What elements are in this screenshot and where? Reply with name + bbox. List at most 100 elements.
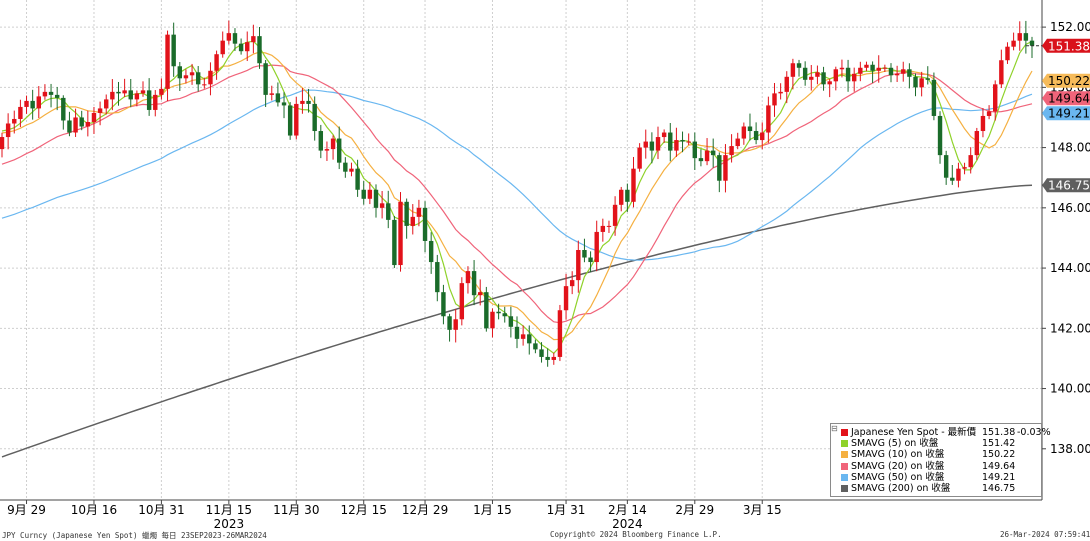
candle <box>778 83 783 100</box>
candle <box>1029 36 1035 58</box>
candle-body <box>661 132 667 138</box>
candle <box>514 316 520 349</box>
candle-body <box>373 189 379 208</box>
candle-body <box>306 100 311 104</box>
candle-body <box>631 168 636 202</box>
legend-change-value: -0.03% <box>1017 427 1051 438</box>
candle-body <box>668 132 673 151</box>
candle-body <box>655 137 661 151</box>
candle <box>649 132 655 164</box>
legend-series-value: 149.64 <box>982 460 1016 472</box>
candle-body <box>392 219 397 266</box>
sma-50-tag: 149.21 <box>1042 106 1090 121</box>
candle <box>343 157 348 178</box>
candle <box>631 156 636 208</box>
candle <box>551 352 556 365</box>
candle <box>435 254 440 302</box>
candle-body <box>950 177 955 181</box>
candle-body <box>471 271 477 296</box>
legend-series-name: SMAVG (50) on 收盤 <box>851 471 945 483</box>
sma-10-tag: 150.22 <box>1042 73 1090 88</box>
candle-body <box>48 91 54 95</box>
candle <box>153 90 158 117</box>
candle-body <box>674 140 679 151</box>
candle-body <box>398 201 403 266</box>
candle-body <box>232 33 238 44</box>
candle <box>379 190 385 219</box>
candle <box>73 108 78 137</box>
candle-body <box>790 63 796 77</box>
candle <box>67 111 72 137</box>
candle <box>171 22 176 77</box>
footer-timestamp: 26-Mar-2024 07:59:41 <box>1000 530 1090 539</box>
candle-body <box>134 93 140 100</box>
candle <box>582 238 587 263</box>
legend-entry: SMAVG (200) on 收盤 146.75 <box>837 483 1037 494</box>
candle <box>962 162 967 175</box>
x-tick-label: 1月 15 <box>473 503 512 517</box>
tag-shape <box>1042 73 1090 88</box>
candle-body <box>508 316 514 327</box>
candle <box>919 71 924 97</box>
x-tick-label: 1月 31 <box>547 503 586 517</box>
candle-body <box>122 90 127 94</box>
candle-body <box>858 67 863 74</box>
candle-body <box>422 207 428 241</box>
candle-body <box>257 36 262 64</box>
candle <box>447 313 452 342</box>
legend-collapse-icon[interactable]: ⊟ <box>831 424 838 433</box>
candle <box>104 94 109 115</box>
candle <box>478 279 483 306</box>
candle <box>876 55 881 83</box>
candle <box>704 138 710 166</box>
candle <box>625 183 630 212</box>
tag-shape <box>1042 106 1090 121</box>
candle-body <box>809 76 814 80</box>
candle <box>465 266 471 294</box>
candles <box>0 20 1042 367</box>
candle <box>275 82 281 107</box>
candle-body <box>643 141 648 148</box>
candle-body <box>680 140 685 142</box>
candle <box>392 215 397 268</box>
candle-body <box>986 111 992 116</box>
candle <box>680 131 685 153</box>
candle-body <box>1011 40 1016 47</box>
candle <box>349 162 354 177</box>
candle-body <box>637 147 642 169</box>
candle-body <box>919 78 924 88</box>
y-tick-label: 142.00 <box>1050 321 1090 335</box>
candle <box>508 306 514 338</box>
candle <box>588 251 593 273</box>
candle <box>146 78 152 116</box>
candle-body <box>128 90 133 100</box>
candle-body <box>710 150 716 156</box>
sma-5-line <box>1 40 1033 355</box>
sma-200-tag: 146.75 <box>1042 178 1090 193</box>
candle-body <box>153 94 158 110</box>
candle-body <box>692 141 698 159</box>
candle <box>361 181 366 205</box>
candle-body <box>79 117 84 127</box>
candle-body <box>993 84 998 112</box>
candle <box>202 77 207 89</box>
candle <box>110 79 115 111</box>
candle <box>416 199 422 227</box>
candle-body <box>729 146 734 156</box>
candle-body <box>913 76 918 88</box>
y-tick-label: 138.00 <box>1050 442 1090 456</box>
candle <box>318 124 324 159</box>
candle <box>741 122 747 145</box>
y-tick-label: 144.00 <box>1050 261 1090 275</box>
candle-body <box>533 343 538 350</box>
x-tick-label: 2月 14 <box>608 503 647 517</box>
candle-body <box>54 94 60 98</box>
candle-body <box>410 216 415 226</box>
candle <box>943 150 949 185</box>
candle-body <box>882 67 888 69</box>
candle <box>367 181 373 205</box>
candle-body <box>894 73 900 76</box>
candle <box>1023 20 1029 54</box>
candle <box>116 81 121 106</box>
candle <box>5 113 11 150</box>
